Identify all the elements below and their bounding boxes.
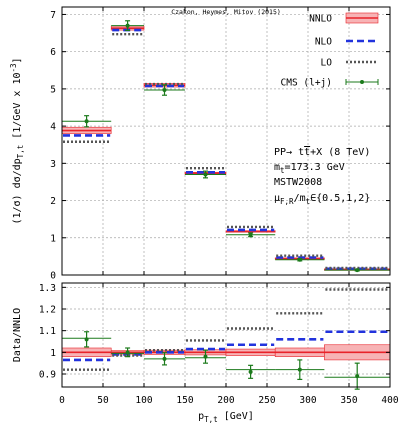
data-point [297,367,302,372]
legend-label: NNLO [309,14,332,25]
data-point [162,88,167,93]
annotation-segment: m [274,162,280,173]
x-tick-label: 350 [340,395,357,406]
data-point [84,337,89,342]
legend-label: NLO [315,37,332,48]
annotation-segment: /m [294,193,306,204]
annotation-segment: MSTW2008 [274,177,322,188]
y-tick-label: 1 [50,348,56,359]
data-point [297,257,302,262]
annotation-segment: μ [274,193,280,204]
annotation-segment: t [280,166,285,175]
annotation-line: μF,R/mt∈{0.5,1,2} [274,193,370,206]
annotation-line: mt=173.3 GeV [274,162,345,175]
y-tick-label: 4 [50,122,56,133]
x-tick-label: 50 [97,395,109,406]
x-tick-label: 400 [381,395,398,406]
annotation-segment: ∈{0.5,1,2} [310,193,370,204]
ratio-y-axis-label: Data/NNLO [12,308,23,362]
main-y-axis-label: (1/σ) dσ/dpT,t [1/GeV x 10-3] [9,57,25,224]
main-panel-series [61,20,391,273]
axis-label-segment: T,t [16,145,25,159]
annotation-segment: t [304,147,310,158]
annotation-block: PP→ tt+X (8 TeV)mt=173.3 GeVMSTW2008μF,R… [274,147,370,206]
annotation-segment: =173.3 GeV [285,162,345,173]
y-tick-label: 6 [50,47,56,58]
data-point [84,119,89,124]
y-tick-label: 1.1 [39,326,56,337]
x-tick-label: 250 [258,395,275,406]
x-tick-label: 150 [176,395,193,406]
axis-ticks: 0 50 100 150 200 250 300 350 400 0 1 2 3 4 5 6 7 0.9 1 1.1 1… [39,7,399,406]
annotation-segment: F,R [280,197,294,206]
x-axis-label: pT,t [GeV] [198,411,254,424]
y-tick-label: 5 [50,84,56,95]
annotation-line: PP→ tt+X (8 TeV) [274,147,370,158]
data-point [355,268,360,273]
axis-label-segment: [GeV] [218,411,254,422]
legend-label: LO [321,58,333,69]
y-tick-label: 1.2 [39,305,56,316]
y-tick-label: 1 [50,233,56,244]
data-point [125,350,130,355]
ratio-panel-grid [62,283,390,387]
y-tick-label: 7 [50,10,56,21]
x-tick-label: 200 [217,395,234,406]
legend: NNLO NLO LO CMS (l+j) [281,12,379,89]
data-point [162,356,167,361]
axis-label-segment: -3 [9,63,18,72]
ratio-panel-series [61,288,391,390]
data-point [355,374,360,379]
annotation-line: MSTW2008 [274,177,322,188]
axis-label-segment: (1/σ) dσ/dp [12,158,23,224]
credit-label: Czakon, Heymes, Mitov (2015) [171,8,281,16]
legend-label: CMS (l+j) [281,78,332,89]
axis-label-segment: T,t [204,415,218,424]
data-point [248,232,253,237]
y-tick-label: 0.9 [39,370,56,381]
legend-swatch-point [360,80,364,84]
x-tick-label: 0 [59,395,65,406]
annotation-segment: PP→ t [274,147,304,158]
x-tick-label: 100 [135,395,152,406]
y-tick-label: 3 [50,159,56,170]
y-tick-label: 2 [50,196,56,207]
data-point [203,172,208,177]
x-tick-label: 300 [299,395,316,406]
axis-label-segment: p [198,411,204,422]
y-tick-label: 0 [50,271,56,282]
axis-labels: (1/σ) dσ/dpT,t [1/GeV x 10-3]Data/NNLOpT… [9,57,254,424]
data-point [203,354,208,359]
data-point [125,23,130,28]
data-point [248,369,253,374]
axis-label-segment: [1/GeV x 10 [12,73,23,145]
main-panel-grid [62,7,390,275]
axis-label-segment: ] [12,57,23,63]
annotation-segment: +X (8 TeV) [310,147,370,158]
y-tick-label: 1.3 [39,283,56,294]
annotation-segment: t [306,197,311,206]
